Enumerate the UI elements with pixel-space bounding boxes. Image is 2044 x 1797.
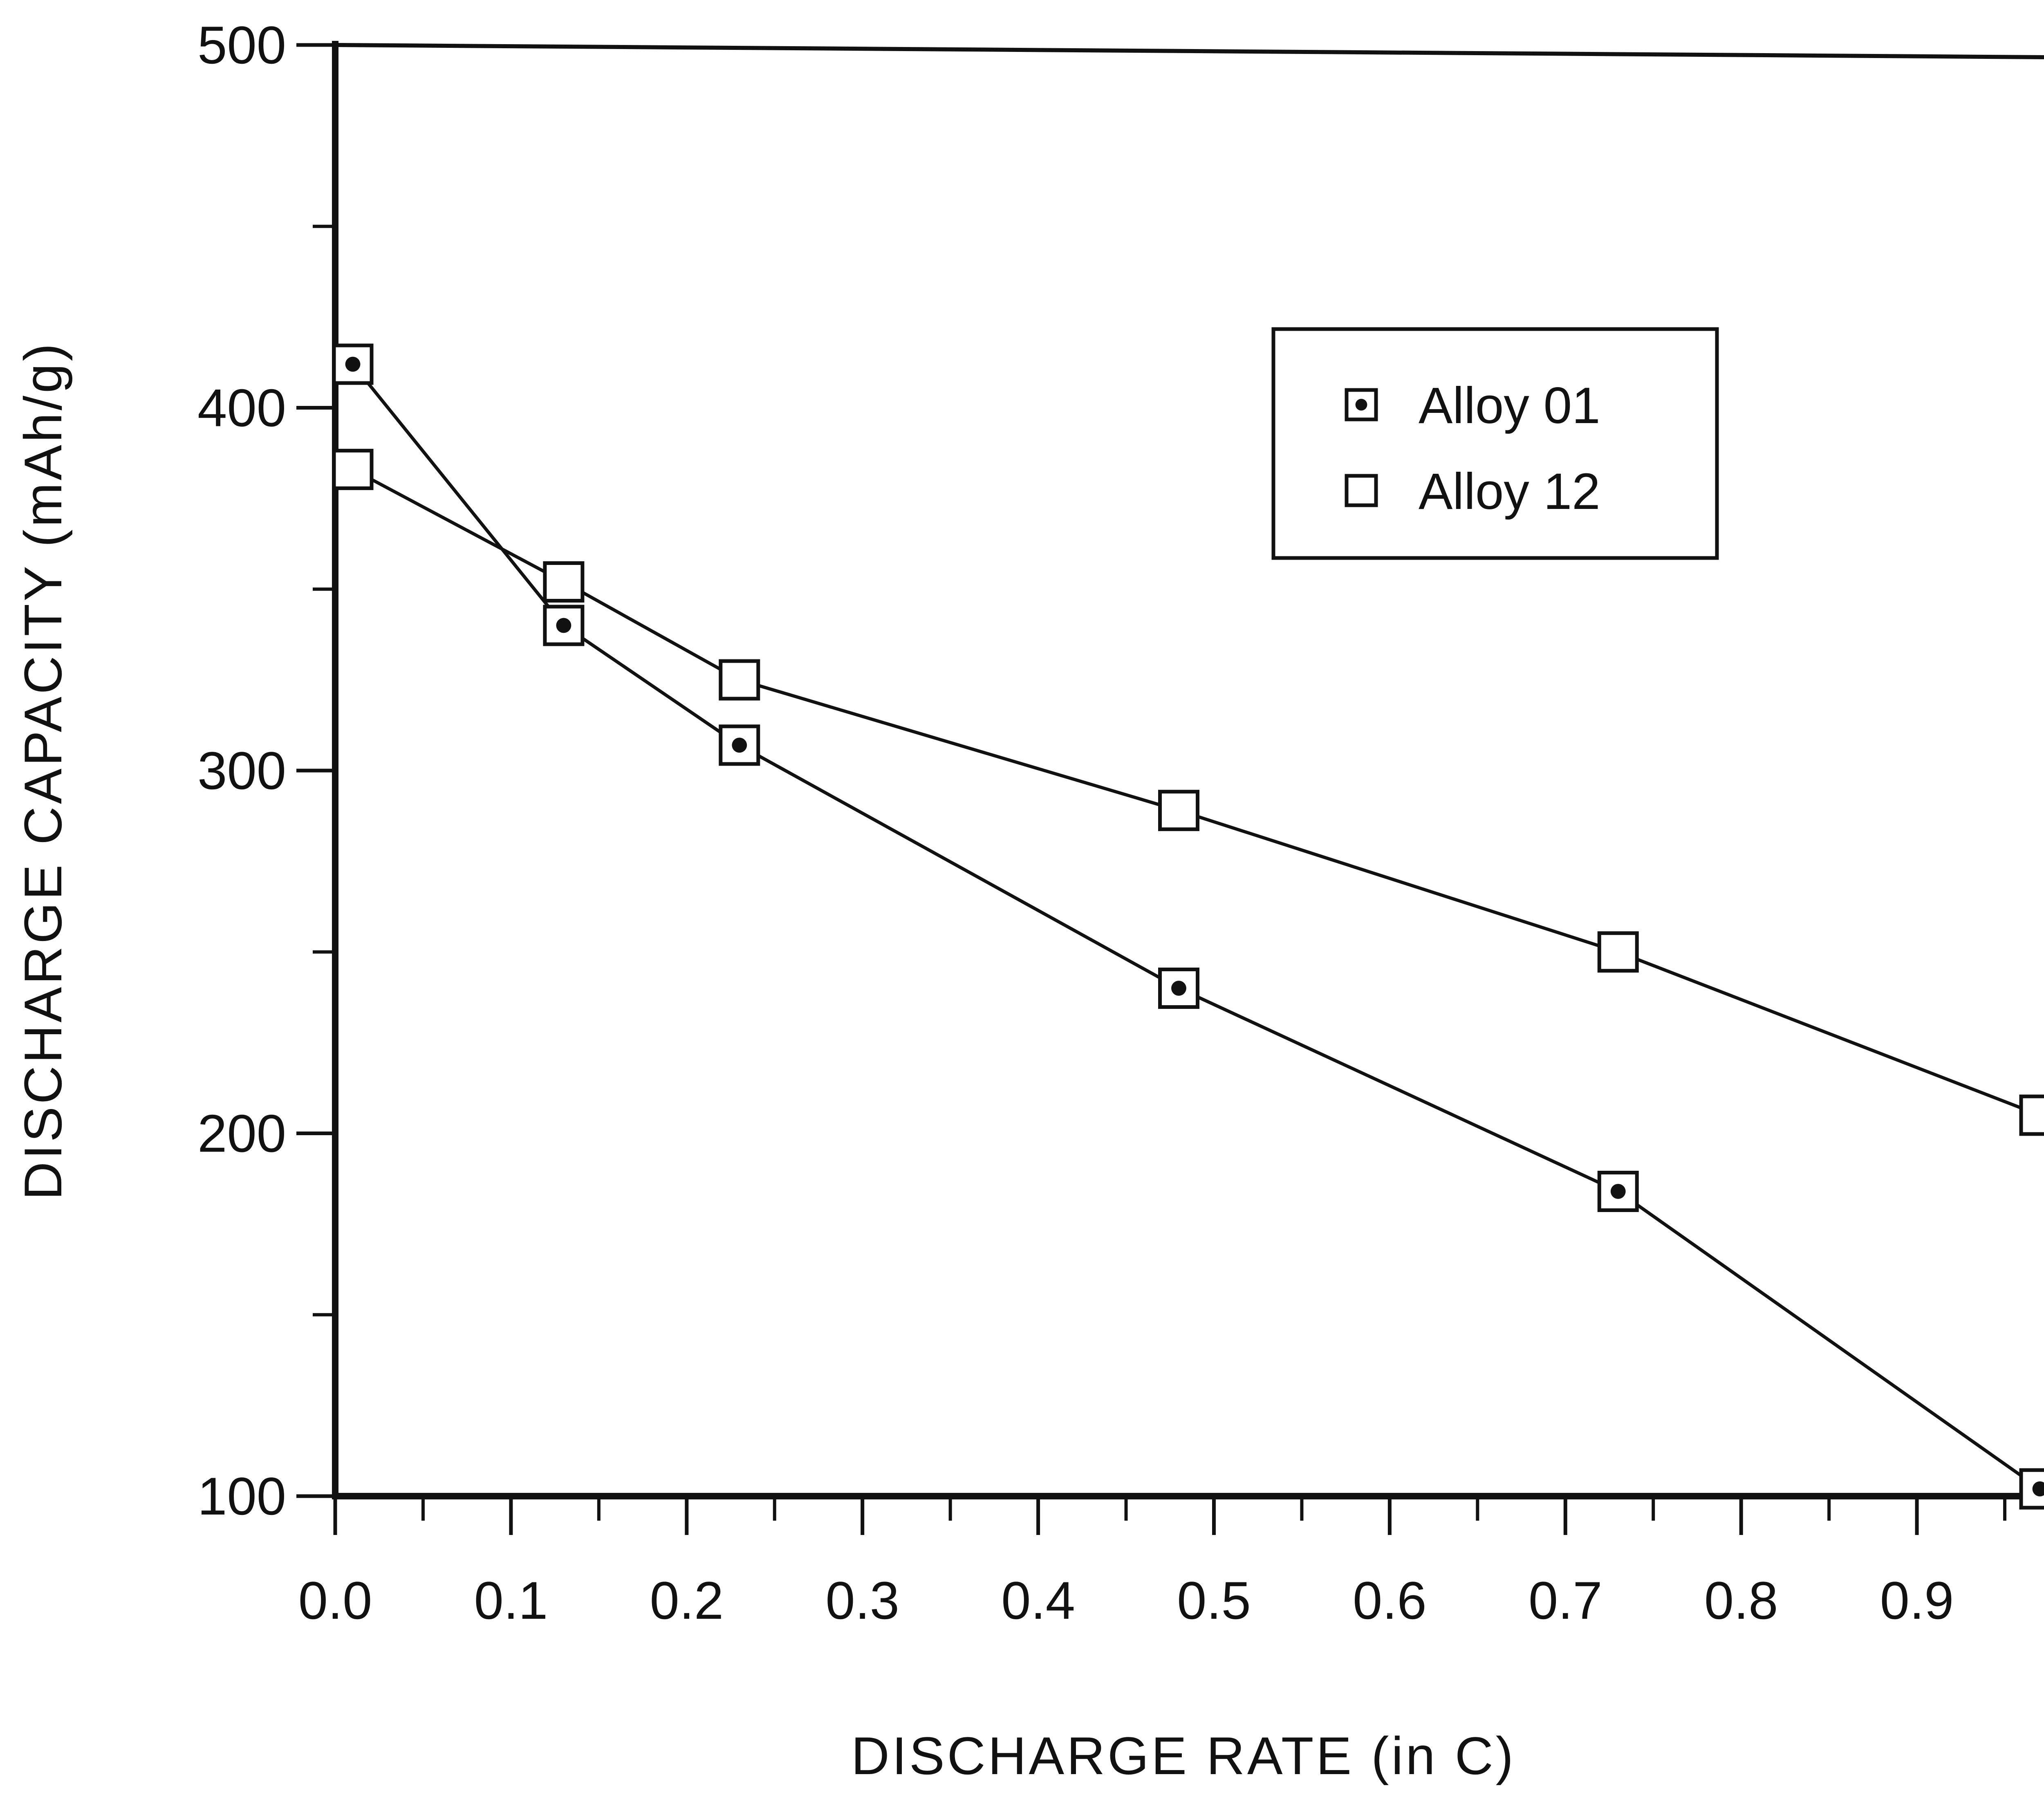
legend-marker-dot bbox=[1356, 399, 1367, 411]
plot-frame bbox=[332, 41, 2044, 1499]
y-axis-title: DISCHARGE CAPACITY (mAh/g) bbox=[13, 341, 73, 1200]
x-tick-label: 0.9 bbox=[1880, 1571, 1954, 1630]
point-alloy-12 bbox=[334, 450, 372, 488]
legend-label: Alloy 12 bbox=[1419, 463, 1600, 520]
point-alloy-12 bbox=[1160, 792, 1198, 829]
x-tick-label: 0.4 bbox=[1001, 1571, 1075, 1630]
point-alloy-12 bbox=[545, 563, 583, 601]
x-tick-label: 0.0 bbox=[298, 1571, 372, 1630]
x-tick-label: 0.7 bbox=[1529, 1571, 1602, 1630]
x-axis-title: DISCHARGE RATE (in C) bbox=[851, 1726, 1516, 1786]
legend-label: Alloy 01 bbox=[1419, 377, 1600, 434]
legend-marker bbox=[1347, 476, 1376, 505]
y-ticks: 100 200 300 400 500 bbox=[197, 15, 335, 1526]
point-alloy-01-dot bbox=[1171, 981, 1186, 996]
legend-box bbox=[1273, 329, 1717, 558]
y-tick-label: 400 bbox=[197, 378, 286, 438]
point-alloy-01-dot bbox=[556, 618, 571, 633]
point-alloy-12 bbox=[721, 661, 758, 699]
x-ticks: 0.0 0.1 0.2 0.3 0.4 0.5 0.6 0.7 0.8 0.9 bbox=[298, 1496, 2005, 1630]
point-alloy-01-dot bbox=[345, 357, 361, 372]
x-tick-label: 0.6 bbox=[1353, 1571, 1427, 1630]
y-tick-label: 200 bbox=[197, 1104, 286, 1163]
y-tick-label: 500 bbox=[197, 15, 286, 75]
series-markers bbox=[334, 345, 2044, 1508]
x-tick-label: 0.8 bbox=[1704, 1571, 1778, 1630]
x-tick-label: 0.1 bbox=[474, 1571, 548, 1630]
y-tick-label: 100 bbox=[197, 1466, 286, 1526]
point-alloy-01-dot bbox=[732, 737, 747, 753]
series-lines bbox=[353, 364, 2040, 1489]
series-line-alloy-01 bbox=[353, 364, 2040, 1489]
point-alloy-01-dot bbox=[1611, 1184, 1626, 1199]
x-tick-label: 0.5 bbox=[1177, 1571, 1251, 1630]
x-tick-label: 0.3 bbox=[825, 1571, 899, 1630]
point-alloy-12 bbox=[1599, 933, 1637, 971]
legend: Alloy 01 Alloy 12 bbox=[1273, 329, 1717, 558]
y-tick-label: 300 bbox=[197, 741, 286, 800]
top-border bbox=[335, 45, 2044, 57]
x-tick-label: 0.2 bbox=[650, 1571, 724, 1630]
point-alloy-12 bbox=[2021, 1096, 2044, 1134]
